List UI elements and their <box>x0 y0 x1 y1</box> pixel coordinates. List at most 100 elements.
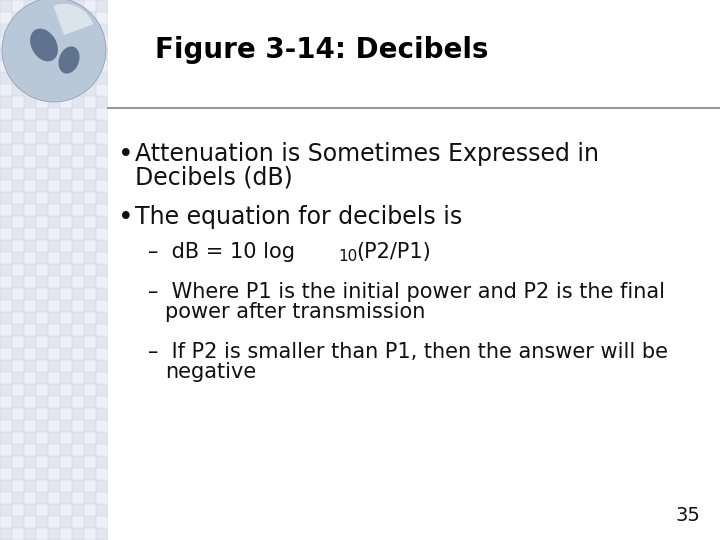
Bar <box>60 480 72 492</box>
Bar <box>12 48 24 60</box>
Bar <box>12 216 24 228</box>
Bar <box>0 432 12 444</box>
Bar <box>96 108 108 120</box>
Bar <box>36 372 48 384</box>
Bar <box>84 12 96 24</box>
Bar <box>12 72 24 84</box>
Bar <box>60 72 72 84</box>
Bar <box>72 108 84 120</box>
Bar <box>0 24 12 36</box>
Bar <box>24 228 36 240</box>
Bar <box>96 516 108 528</box>
Bar <box>60 12 72 24</box>
Bar <box>36 168 48 180</box>
Bar <box>24 24 36 36</box>
Bar <box>72 492 84 504</box>
Bar <box>72 324 84 336</box>
Bar <box>72 384 84 396</box>
Bar <box>12 360 24 372</box>
Bar <box>36 12 48 24</box>
Bar <box>12 228 24 240</box>
Text: –  dB = 10 log: – dB = 10 log <box>148 242 295 262</box>
Bar <box>108 0 720 110</box>
Bar <box>24 84 36 96</box>
Bar <box>84 384 96 396</box>
Bar <box>60 408 72 420</box>
Bar <box>72 252 84 264</box>
Bar <box>48 516 60 528</box>
Bar <box>96 444 108 456</box>
Bar <box>12 504 24 516</box>
Bar <box>0 312 12 324</box>
Bar <box>60 192 72 204</box>
Bar <box>60 132 72 144</box>
Bar <box>12 336 24 348</box>
Bar <box>36 432 48 444</box>
Circle shape <box>2 0 106 102</box>
Bar <box>96 204 108 216</box>
Text: Decibels (dB): Decibels (dB) <box>135 165 293 189</box>
Bar <box>72 0 84 12</box>
Bar <box>0 420 12 432</box>
Bar <box>24 432 36 444</box>
Bar <box>24 204 36 216</box>
Bar <box>0 72 12 84</box>
Bar <box>84 528 96 540</box>
Bar <box>24 456 36 468</box>
Bar <box>0 264 12 276</box>
Bar <box>72 312 84 324</box>
Bar <box>96 504 108 516</box>
Bar <box>12 0 24 12</box>
Bar <box>96 0 108 12</box>
Bar <box>0 348 12 360</box>
Bar <box>72 516 84 528</box>
Bar <box>0 36 12 48</box>
Bar <box>24 132 36 144</box>
Bar <box>36 504 48 516</box>
Bar <box>72 468 84 480</box>
Bar <box>0 12 12 24</box>
Bar <box>24 408 36 420</box>
Bar <box>96 180 108 192</box>
Bar <box>0 180 12 192</box>
Bar <box>60 216 72 228</box>
Bar <box>84 372 96 384</box>
Bar <box>24 396 36 408</box>
Bar <box>84 264 96 276</box>
Bar <box>12 288 24 300</box>
Bar <box>84 468 96 480</box>
Bar <box>96 96 108 108</box>
Bar <box>96 48 108 60</box>
Bar <box>36 96 48 108</box>
Bar <box>96 420 108 432</box>
Bar <box>0 408 12 420</box>
Bar <box>36 228 48 240</box>
Bar <box>0 528 12 540</box>
Bar <box>0 228 12 240</box>
Bar <box>84 216 96 228</box>
Bar <box>36 216 48 228</box>
Ellipse shape <box>58 46 79 73</box>
Bar <box>48 264 60 276</box>
Bar <box>24 144 36 156</box>
Bar <box>24 324 36 336</box>
Bar <box>60 36 72 48</box>
Bar <box>96 348 108 360</box>
Bar <box>48 180 60 192</box>
Bar <box>84 120 96 132</box>
Bar <box>24 192 36 204</box>
Bar <box>84 336 96 348</box>
Bar <box>36 336 48 348</box>
Bar <box>24 108 36 120</box>
Bar <box>12 156 24 168</box>
Bar <box>84 408 96 420</box>
Bar <box>72 168 84 180</box>
Bar <box>96 120 108 132</box>
Bar <box>72 288 84 300</box>
Bar <box>96 144 108 156</box>
Bar <box>72 228 84 240</box>
Bar <box>24 468 36 480</box>
Bar <box>48 312 60 324</box>
Bar <box>84 156 96 168</box>
Bar <box>72 144 84 156</box>
